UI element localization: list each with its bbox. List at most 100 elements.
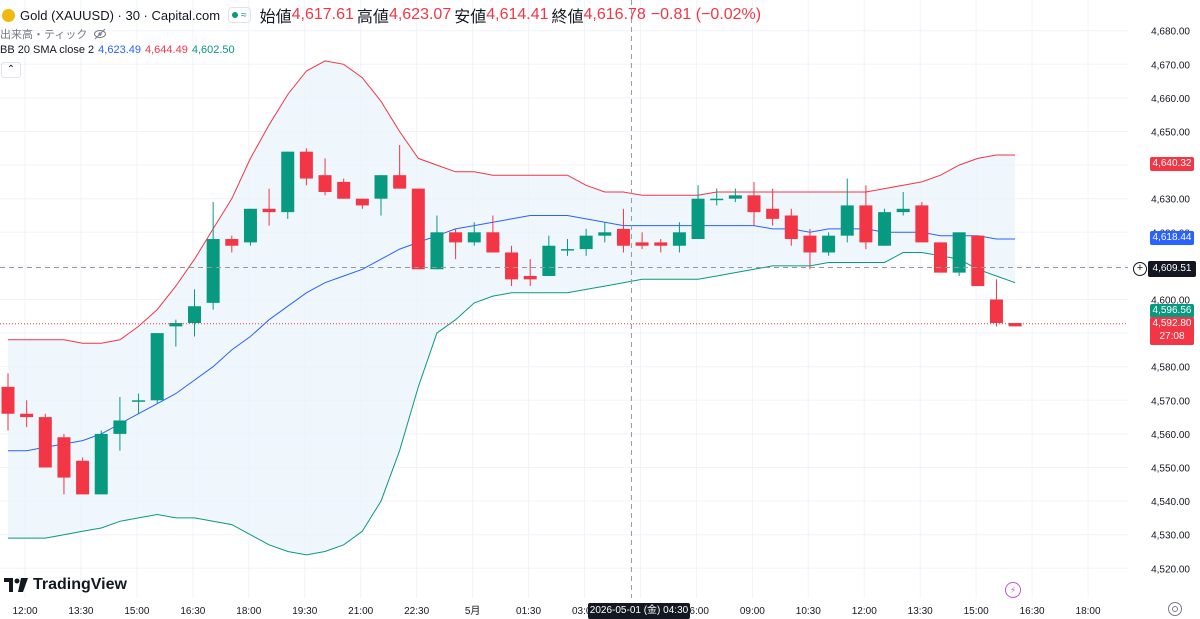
candle-body xyxy=(243,208,257,243)
candle-body xyxy=(728,195,742,199)
y-tick-label: 4,530.00 xyxy=(1151,531,1190,542)
candle-body xyxy=(38,417,52,468)
x-tick-label: 16:30 xyxy=(180,606,205,617)
y-tick-label: 4,670.00 xyxy=(1151,60,1190,71)
x-tick-label: 01:30 xyxy=(516,606,541,617)
x-tick-label: 15:00 xyxy=(124,606,149,617)
y-tick-label: 4,650.00 xyxy=(1151,128,1190,139)
candle-body xyxy=(318,175,332,192)
approx-icon: ≈ xyxy=(241,9,247,21)
last-price-value: 4,592.80 xyxy=(1152,317,1192,329)
candle-body xyxy=(616,228,630,246)
price-axis[interactable]: 4,520.00 4,530.00 4,540.00 4,550.00 4,560.00… xyxy=(1151,27,1190,576)
candle-body xyxy=(934,242,947,273)
candle-body xyxy=(430,232,444,270)
x-tick-label: 19:30 xyxy=(292,606,317,617)
candle-body xyxy=(878,212,892,246)
candle-body xyxy=(542,245,556,276)
x-tick-label: 22:30 xyxy=(404,606,429,617)
volume-legend: 出来高・ティック xyxy=(0,26,107,42)
change-value: −0.81 (−0.02%) xyxy=(650,6,762,23)
candle-body xyxy=(113,420,127,434)
gear-icon[interactable] xyxy=(1168,602,1182,616)
tradingview-logo-text: TradingView xyxy=(33,576,127,593)
candle-body xyxy=(523,275,537,280)
candle-body xyxy=(1,386,15,414)
gold-icon xyxy=(2,8,15,22)
candle-body xyxy=(654,242,668,246)
x-tick-label: 18:00 xyxy=(1076,606,1101,617)
candle-body xyxy=(989,299,1003,324)
hide-eye-icon[interactable] xyxy=(93,28,107,40)
candle-body xyxy=(411,188,425,270)
symbol-title[interactable]: Gold (XAUUSD) · 30 · Capital.com xyxy=(20,7,221,23)
collapse-legend-button[interactable]: ⌃ xyxy=(1,62,21,78)
candle-body xyxy=(896,208,910,213)
countdown-value: 27:08 xyxy=(1159,330,1185,342)
candle-body xyxy=(132,400,146,402)
x-tick-label: 06:00 xyxy=(684,606,709,617)
x-tick-label: 12:00 xyxy=(852,606,877,617)
candle-body xyxy=(486,232,500,253)
y-tick-label: 4,580.00 xyxy=(1151,363,1190,374)
x-tick-label: 13:30 xyxy=(908,606,933,617)
symbol-legend: Gold (XAUUSD) · 30 · Capital.com ≈ 始値 4,… xyxy=(0,6,762,26)
candle-body xyxy=(766,208,780,219)
candle-body xyxy=(822,235,836,253)
candle-body xyxy=(262,208,276,213)
tradingview-logo[interactable]: TradingView xyxy=(4,576,127,594)
candle-body xyxy=(94,433,108,495)
y-tick-label: 4,520.00 xyxy=(1151,564,1190,575)
x-tick-label: 03:00 xyxy=(572,606,597,617)
candle-body xyxy=(225,239,239,246)
candle-body xyxy=(579,235,593,250)
x-tick-label: 13:30 xyxy=(68,606,93,617)
y-tick-label: 4,560.00 xyxy=(1151,430,1190,441)
candle-body xyxy=(747,195,761,213)
last-price-tag: 4,592.80 27:08 xyxy=(1150,316,1194,345)
high-value: 4,623.07 xyxy=(388,6,452,23)
x-tick-label: 18:00 xyxy=(236,606,261,617)
candle-body xyxy=(393,175,407,189)
candle-body xyxy=(1008,323,1022,327)
bb-upper-price-tag: 4,640.32 xyxy=(1150,157,1194,172)
market-status-button[interactable]: ≈ xyxy=(228,7,251,23)
indicator-label[interactable]: BB 20 SMA close 2 xyxy=(0,44,95,56)
add-alert-plus-icon[interactable]: + xyxy=(1133,262,1147,276)
x-tick-label: 10:30 xyxy=(796,606,821,617)
candle-body xyxy=(299,151,313,179)
bb-lower-price-tag: 4,596.56 xyxy=(1150,304,1194,319)
bb-lower-value: 4,602.50 xyxy=(191,44,235,56)
x-tick-label: 5月 xyxy=(465,605,481,617)
open-label: 始値 xyxy=(259,9,292,26)
time-axis[interactable]: 12:00 13:30 15:00 16:30 18:00 19:30 21:00 22:30… xyxy=(12,605,1101,617)
indicator-legend: BB 20 SMA close 2 4,623.49 4,644.49 4,60… xyxy=(0,44,235,56)
x-tick-label: 09:00 xyxy=(740,606,765,617)
close-label: 終値 xyxy=(551,9,584,26)
lightning-icon[interactable]: ⚡ xyxy=(1005,582,1021,598)
y-tick-label: 4,550.00 xyxy=(1151,464,1190,475)
candle-body xyxy=(169,323,183,327)
bb-basis-value: 4,623.49 xyxy=(98,44,141,56)
candle-body xyxy=(20,413,34,418)
candle-body xyxy=(374,175,388,199)
candle-body xyxy=(355,198,369,206)
x-tick-label: 21:00 xyxy=(348,606,373,617)
low-value: 4,614.41 xyxy=(486,6,549,23)
candle-body xyxy=(337,181,351,199)
y-tick-label: 4,540.00 xyxy=(1151,497,1190,508)
candle-body xyxy=(710,198,724,201)
x-tick-label: 12:00 xyxy=(12,606,37,617)
y-tick-label: 4,660.00 xyxy=(1151,94,1190,105)
candle-body xyxy=(915,205,929,243)
market-open-icon xyxy=(232,12,239,18)
candles xyxy=(1,144,1022,495)
open-value: 4,617.61 xyxy=(291,6,354,23)
y-tick-label: 4,570.00 xyxy=(1151,396,1190,407)
x-tick-label: 15:00 xyxy=(964,606,989,617)
volume-label[interactable]: 出来高・ティック xyxy=(0,29,88,41)
candle-body xyxy=(505,252,519,280)
candle-body xyxy=(449,232,463,243)
candle-body xyxy=(803,235,817,253)
